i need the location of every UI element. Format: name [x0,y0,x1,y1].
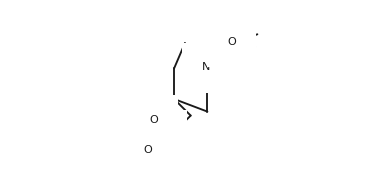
Text: O: O [159,130,167,140]
Text: O: O [143,145,152,155]
Text: O: O [212,20,221,30]
Text: S: S [147,130,154,140]
Text: N: N [202,62,211,73]
Text: O: O [227,37,236,47]
Text: O: O [149,114,158,125]
